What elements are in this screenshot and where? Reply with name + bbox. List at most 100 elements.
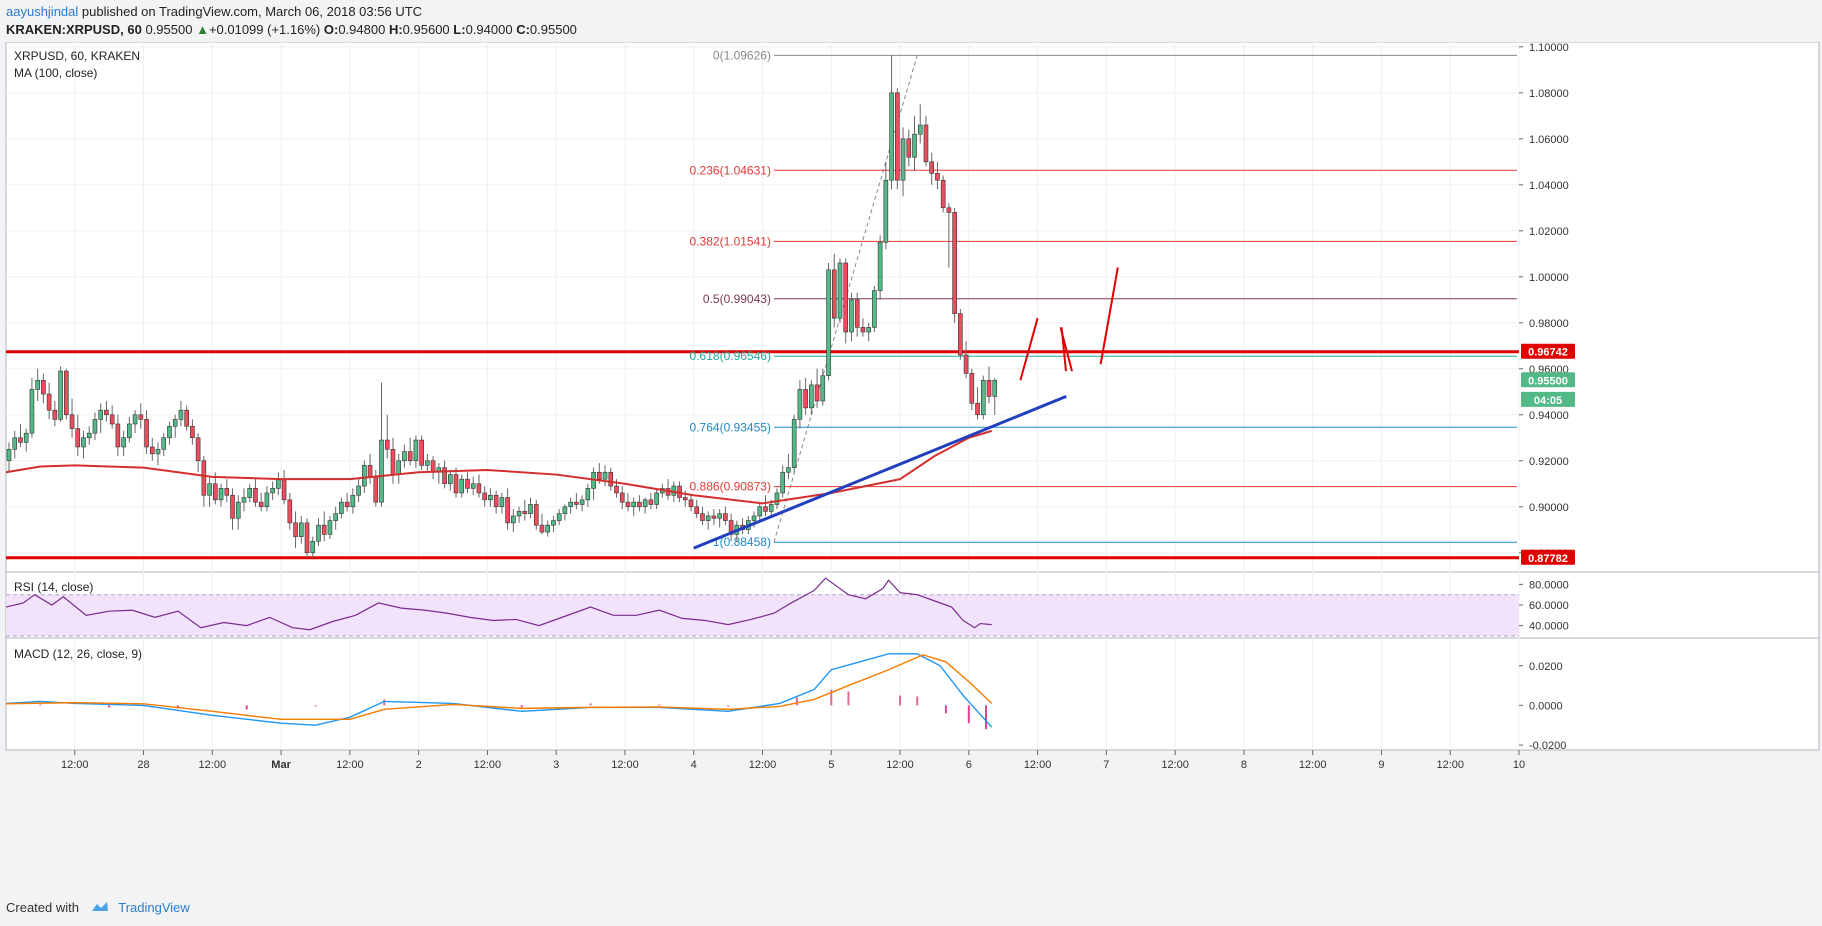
macd-histogram-bar (589, 703, 592, 706)
fib-level-label: 0(1.09626) (713, 48, 771, 62)
macd-tick-label: 0.0200 (1529, 661, 1563, 673)
macd-pane[interactable] (5, 653, 993, 730)
candle-body (596, 471, 602, 480)
price-tag-label: 0.95500 (1528, 375, 1568, 387)
price-tick-label: 1.10000 (1529, 42, 1569, 54)
candle-body (155, 448, 161, 455)
axes: 12:00 28 12:00 Mar 12:00 2 12:00 3 12:00 4 12:00 5 1… (61, 42, 1575, 771)
price-tick-label: 1.00000 (1529, 272, 1569, 284)
candle-body (115, 423, 121, 448)
candle-body (407, 451, 413, 462)
price-tick-label: 1.02000 (1529, 226, 1569, 238)
price-change: +0.01099 (+1.16%) (208, 22, 321, 37)
candle-body (768, 504, 774, 512)
candle-body (390, 448, 396, 475)
macd-histogram-bar (944, 705, 947, 714)
candle-body (442, 467, 447, 485)
candle-body (969, 373, 975, 404)
main-pane-title: XRPUSD, 60, KRAKEN (14, 49, 140, 63)
candle-body (161, 437, 167, 450)
created-with-text: Created with (6, 900, 79, 915)
candle-body (923, 124, 929, 163)
candle-body (786, 467, 791, 473)
time-tick-label: 12:00 (749, 759, 777, 771)
high-value: 0.95600 (402, 22, 450, 37)
candle-body (522, 511, 528, 514)
candle-body (694, 506, 700, 514)
rsi-band (6, 594, 1519, 636)
candle-body (201, 460, 207, 496)
candle-body (551, 520, 556, 526)
candle-body (321, 524, 327, 535)
published-text: published on TradingView.com, March 06, … (81, 4, 423, 19)
author-link[interactable]: aayushjindal (6, 4, 79, 19)
candle-body (109, 414, 115, 425)
price-tag-label: 0.96742 (1528, 347, 1568, 359)
candle-body (906, 138, 912, 158)
time-tick-label: 3 (553, 759, 559, 771)
candle-body (218, 488, 224, 501)
candle-body (367, 465, 373, 478)
candle-body (912, 133, 917, 158)
candle-body (682, 497, 688, 501)
candle-body (585, 488, 591, 501)
candle-body (178, 409, 184, 420)
candle-body (648, 499, 654, 505)
price-tick-label: 0.92000 (1529, 456, 1569, 468)
candle-body (631, 501, 636, 508)
time-tick-label: 9 (1378, 759, 1384, 771)
macd-histogram-bar (916, 696, 919, 706)
candle-body (258, 501, 264, 508)
price-pane[interactable]: 0(1.09626) 0.236(1.04631) 0.382(1.01541) 0.… (5, 48, 1519, 560)
candle-body (207, 483, 212, 496)
candle-body (958, 313, 963, 356)
candle-body (791, 419, 797, 468)
candle-body (700, 513, 705, 521)
candle-body (184, 409, 189, 427)
price-tag-label: 04:05 (1534, 395, 1562, 407)
candle-body (614, 485, 619, 494)
candle-body (350, 494, 356, 508)
candle-body (344, 501, 350, 508)
candle-body (23, 432, 29, 443)
candle-body (465, 478, 470, 489)
candle-body (717, 513, 722, 519)
time-tick-label: 8 (1241, 759, 1247, 771)
candle-body (854, 299, 860, 328)
fib-level-label: 0.236(1.04631) (690, 163, 771, 177)
time-tick-label: 12:00 (61, 759, 89, 771)
macd-histogram-bar (658, 704, 661, 706)
candle-body (872, 290, 877, 328)
candle-body (253, 488, 258, 503)
candle-body (619, 492, 625, 503)
candle-body (52, 409, 58, 420)
candle-body (470, 483, 476, 489)
candle-body (190, 425, 195, 439)
candle-body (883, 179, 889, 243)
time-tick-label: 28 (137, 759, 149, 771)
price-tag (1521, 372, 1575, 388)
macd-tick-label: 0.0000 (1529, 700, 1563, 712)
candle-body (41, 379, 46, 395)
candle-body (843, 262, 849, 333)
candle-body (281, 478, 287, 501)
chart-area[interactable]: 0(1.09626) 0.236(1.04631) 0.382(1.01541) 0.… (0, 42, 1822, 892)
candle-body (562, 506, 568, 514)
candle-body (149, 446, 155, 455)
candle-body (556, 513, 562, 521)
time-tick-label: 12:00 (199, 759, 227, 771)
candle-body (568, 501, 573, 508)
symbol-label: KRAKEN:XRPUSD, 60 (6, 22, 142, 37)
macd-histogram-bar (39, 704, 42, 706)
ohlc-line: KRAKEN:XRPUSD, 60 0.95500 ▲+0.01099 (+1.… (6, 22, 577, 37)
time-tick-label: 12:00 (886, 759, 914, 771)
candle-body (877, 241, 883, 291)
rsi-pane[interactable] (5, 577, 1519, 637)
tradingview-brand-link[interactable]: TradingView (118, 900, 190, 915)
candle-body (35, 379, 40, 390)
candle-body (230, 494, 235, 519)
rsi-line (5, 577, 992, 631)
candle-body (900, 138, 906, 181)
candle-body (396, 460, 402, 475)
price-tick-label: 1.08000 (1529, 88, 1569, 100)
